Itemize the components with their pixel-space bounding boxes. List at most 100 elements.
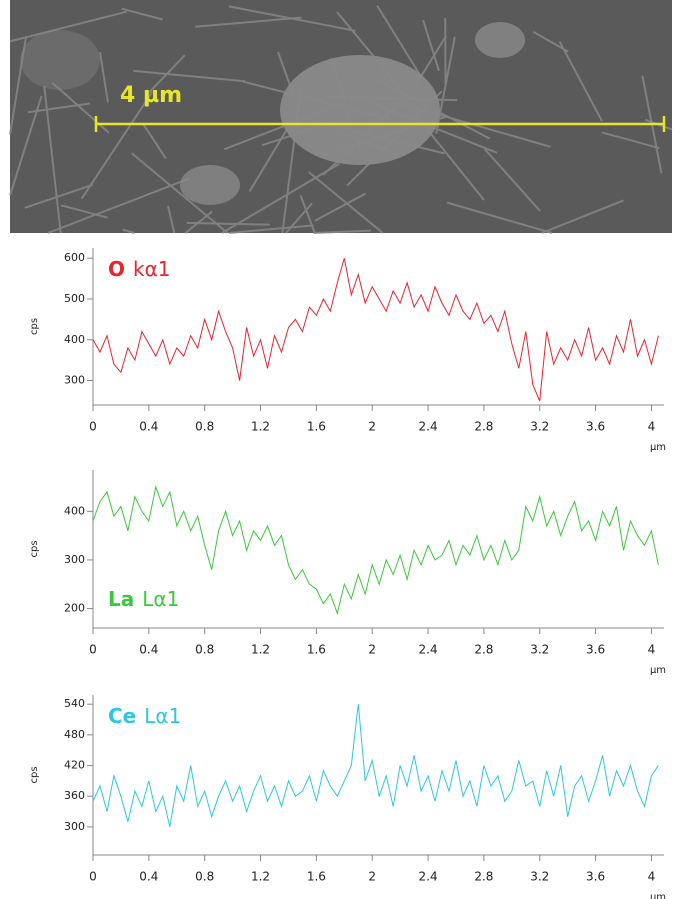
- sem-fiber: [9, 10, 127, 43]
- sem-fiber: [346, 90, 443, 187]
- x-axis-label: µm: [650, 892, 666, 899]
- title-line: kα1: [133, 257, 171, 281]
- y-tick-label: 500: [64, 292, 85, 305]
- sem-image: 4 µm: [9, 0, 673, 234]
- x-tick-label: 4: [648, 643, 656, 657]
- x-tick-label: 0.8: [195, 870, 214, 884]
- sem-fiber: [329, 58, 363, 156]
- sem-fiber: [308, 171, 384, 234]
- x-tick-label: 3.2: [530, 420, 549, 434]
- sem-fiber: [224, 102, 343, 151]
- sem-fiber: [133, 69, 246, 83]
- y-tick-label: 300: [64, 820, 85, 833]
- sem-fiber: [131, 152, 229, 234]
- x-tick-label: 2.4: [419, 870, 438, 884]
- x-tick-label: 0.4: [139, 870, 158, 884]
- x-tick-label: 0: [89, 643, 97, 657]
- sem-fiber: [186, 221, 270, 226]
- title-line: Lα1: [142, 587, 179, 611]
- x-tick-label: 0.4: [139, 420, 158, 434]
- sem-fiber: [122, 228, 135, 234]
- x-tick-label: 2.8: [474, 420, 493, 434]
- sem-fiber: [121, 7, 164, 21]
- sem-fiber: [27, 102, 91, 114]
- sem-fiber: [435, 36, 456, 134]
- sem-fiber: [483, 148, 541, 212]
- sem-fiber: [601, 131, 660, 150]
- x-tick-label: 3.6: [586, 420, 605, 434]
- x-tick-label: 0: [89, 870, 97, 884]
- x-tick-label: 3.6: [586, 643, 605, 657]
- data-line: [92, 258, 659, 402]
- chart: 200 300 400 0 0.4 0.8 1.2 1.6 2 2.4 2.8 3.2 3.6 4 µm cp…: [29, 470, 666, 676]
- title-element: O: [108, 257, 125, 281]
- sem-fiber: [99, 52, 109, 103]
- chart-title: Ce Lα1: [108, 704, 181, 728]
- sem-feature: [20, 30, 100, 90]
- sem-feature: [180, 165, 240, 205]
- chart-title: La Lα1: [108, 587, 179, 611]
- scale-bar-label: 4 µm: [120, 83, 182, 108]
- sem-fiber: [43, 85, 62, 234]
- x-tick-label: 2: [368, 870, 376, 884]
- sem-fiber: [9, 35, 28, 135]
- y-axis-label: cps: [29, 766, 40, 783]
- x-tick-label: 0: [89, 420, 97, 434]
- title-element: La: [108, 587, 134, 611]
- sem-fibers: [9, 5, 673, 234]
- sem-fiber: [326, 95, 458, 102]
- sem-fiber: [167, 205, 176, 234]
- y-tick-label: 360: [64, 789, 85, 802]
- sem-fiber: [336, 11, 401, 89]
- x-tick-label: 2.4: [419, 420, 438, 434]
- sem-fiber: [184, 210, 213, 234]
- sem-fiber: [299, 194, 316, 234]
- x-tick-label: 2: [368, 420, 376, 434]
- sem-fiber: [242, 80, 390, 120]
- x-tick-label: 2.8: [474, 870, 493, 884]
- x-tick-label: 3.2: [530, 643, 549, 657]
- x-axis-label: µm: [650, 665, 666, 676]
- sem-fiber: [261, 127, 313, 147]
- y-tick-label: 480: [64, 728, 85, 741]
- sem-fiber: [195, 16, 302, 28]
- sem-fiber: [80, 91, 154, 200]
- sem-fiber: [541, 199, 624, 234]
- x-tick-label: 0.8: [195, 420, 214, 434]
- title-element: Ce: [108, 704, 136, 728]
- y-tick-label: 420: [64, 759, 85, 772]
- x-tick-label: 1.2: [251, 420, 270, 434]
- y-tick-label: 300: [64, 553, 85, 566]
- sem-fiber: [558, 41, 603, 122]
- sem-feature: [280, 55, 440, 165]
- x-tick-label: 4: [648, 420, 656, 434]
- y-tick-label: 200: [64, 602, 85, 615]
- sem-fiber: [24, 183, 94, 209]
- sem-fiber: [334, 129, 400, 157]
- sem-fiber: [314, 192, 367, 222]
- sem-fiber: [446, 201, 553, 234]
- chart: 300 360 420 480 540 0 0.4 0.8 1.2 1.6 2 2.4 2.8 3.2 3.…: [29, 695, 666, 899]
- x-tick-label: 3.6: [586, 870, 605, 884]
- sem-fiber: [413, 35, 448, 88]
- sem-fiber: [60, 204, 108, 219]
- sem-fiber: [221, 162, 340, 234]
- x-tick-label: 2.8: [474, 643, 493, 657]
- x-tick-label: 1.2: [251, 643, 270, 657]
- x-tick-label: 2.4: [419, 643, 438, 657]
- sem-fiber: [422, 19, 440, 72]
- x-tick-label: 0.4: [139, 643, 158, 657]
- data-line: [92, 704, 659, 828]
- x-axis-label: µm: [650, 442, 666, 453]
- x-tick-label: 1.6: [307, 870, 326, 884]
- sem-fiber: [322, 92, 410, 176]
- x-tick-label: 0.8: [195, 643, 214, 657]
- sem-fiber: [9, 95, 43, 196]
- y-axis-label: cps: [29, 318, 40, 335]
- sem-fiber: [228, 5, 356, 32]
- x-tick-label: 3.2: [530, 870, 549, 884]
- y-tick-label: 400: [64, 333, 85, 346]
- sem-feature: [475, 22, 525, 58]
- x-tick-label: 2: [368, 643, 376, 657]
